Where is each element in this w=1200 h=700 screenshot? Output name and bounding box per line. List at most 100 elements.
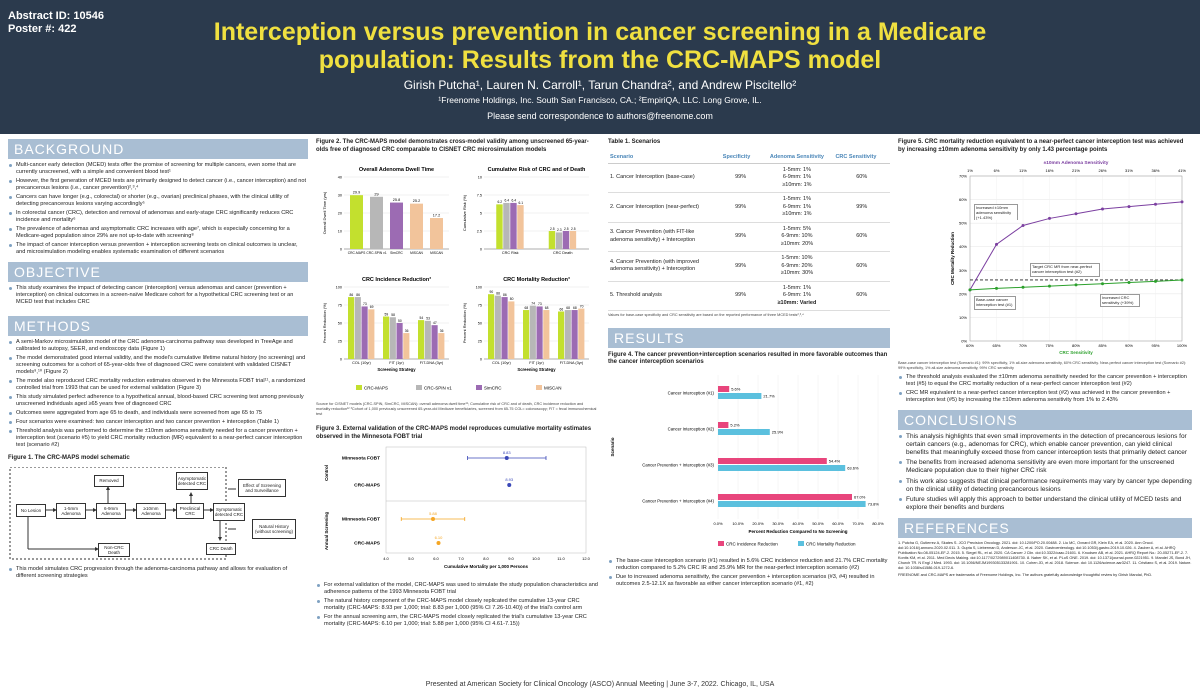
data-label: 36 bbox=[405, 329, 409, 333]
bar bbox=[503, 202, 510, 249]
adenoma-sensitivity-cell: 1-5mm: 10% 6-9mm: 20% ≥10mm: 30% bbox=[760, 251, 834, 282]
list-item: In colorectal cancer (CRC), detection an… bbox=[9, 210, 308, 224]
references-text: 1. Putcha G, Gutierrez A, Skates S. JCO … bbox=[898, 541, 1192, 571]
crc-sensitivity-cell: 60% bbox=[833, 281, 890, 311]
bar bbox=[383, 316, 390, 359]
adenoma-value: 1-5mm: 1% bbox=[782, 196, 811, 202]
bar bbox=[564, 310, 571, 359]
tick-label: 30% bbox=[959, 268, 967, 273]
tick-label: 20% bbox=[959, 291, 967, 296]
data-label: 47 bbox=[433, 321, 437, 325]
data-point bbox=[507, 483, 512, 488]
scenario-name: 5. Threshold analysis bbox=[608, 281, 721, 311]
tick-label: 9.0 bbox=[508, 556, 514, 561]
conclusions-heading: CONCLUSIONS bbox=[898, 409, 1192, 430]
background-heading: BACKGROUND bbox=[8, 139, 308, 159]
data-label: 68 bbox=[545, 306, 549, 310]
data-label: 2.5 bbox=[564, 227, 569, 231]
list-item: Outcomes were aggregated from age 65 to … bbox=[9, 410, 308, 417]
panel-ylabel: Percent Reduction (%) bbox=[462, 302, 467, 343]
box-effect-of-screening: Effect of Screening and Surveillance bbox=[238, 478, 286, 497]
data-point bbox=[1101, 207, 1104, 211]
bar bbox=[548, 231, 556, 249]
top-tick-label: 21% bbox=[1072, 168, 1080, 173]
tick-label: 40% bbox=[959, 244, 967, 249]
adenoma-value: ≥10mm: 1% bbox=[782, 181, 812, 188]
tick-label: 30 bbox=[338, 194, 342, 198]
list-item: The model also reproduced CRC mortality … bbox=[9, 378, 308, 392]
legend-swatch bbox=[798, 540, 804, 546]
category-label: COL (10yr) bbox=[352, 361, 371, 365]
tick-label: 0 bbox=[480, 358, 482, 362]
data-label: 86 bbox=[356, 293, 360, 297]
data-label: 80 bbox=[510, 297, 514, 301]
figure-4-chart: 0.0% 10.0% 20.0% 30.0% 40.0% 50.0% 60.0% 70.0% 8… bbox=[610, 374, 884, 546]
author-list: Girish Putcha¹, Lauren N. Carroll¹, Taru… bbox=[403, 78, 797, 92]
top-tick-label: 36% bbox=[1151, 168, 1159, 173]
tick-label: 85% bbox=[1098, 343, 1106, 348]
panel-ylabel: Cumulative Risk (%) bbox=[462, 194, 467, 231]
category-label: Cancer Prevention + Interception (#3) bbox=[642, 462, 714, 467]
list-item: Future studies will apply this approach … bbox=[899, 496, 1192, 512]
legend-label: CRC-SPIN v1 bbox=[424, 386, 452, 391]
adenoma-value: 6-9mm: 1% bbox=[782, 203, 811, 210]
y-axis-label: Scenario bbox=[610, 437, 615, 456]
bar bbox=[718, 392, 762, 399]
tick-label: 60% bbox=[959, 197, 967, 202]
data-label: 67.0% bbox=[854, 494, 866, 499]
category-label: MISCAN bbox=[410, 251, 423, 255]
tick-label: 95% bbox=[1151, 343, 1159, 348]
figure-2-note: Source for CISNET models (CRC-SPIN, SimC… bbox=[316, 402, 597, 416]
bar bbox=[348, 297, 355, 359]
data-label: 54.4% bbox=[829, 458, 841, 463]
tick-label: 25 bbox=[478, 340, 482, 344]
tick-label: 75 bbox=[478, 304, 482, 308]
legend-swatch bbox=[356, 385, 362, 390]
figure-5-chart: ±10mm Adenoma Sensitivity 1% 6% 11% 16% 21% 26… bbox=[950, 160, 1188, 355]
bar bbox=[718, 493, 852, 500]
bar bbox=[496, 204, 503, 249]
list-item: Multi-cancer early detection (MCED) test… bbox=[9, 162, 308, 176]
figure-2-charts: Overall Adenoma Dwell Time Overall Dwell … bbox=[322, 167, 589, 391]
figure-3-chart: Control Annual Screening Minnesota FOBT 8.8… bbox=[324, 447, 591, 569]
figure-1-schematic: Removed Asymptomatic detected CRC Effect… bbox=[8, 466, 308, 562]
adenoma-value: 6-9mm: 20% bbox=[781, 262, 813, 269]
objective-heading: OBJECTIVE bbox=[8, 262, 308, 282]
table-header: Adenoma Sensitivity bbox=[760, 150, 834, 164]
legend-swatch bbox=[718, 540, 724, 546]
bar bbox=[488, 294, 495, 359]
tick-label: 20 bbox=[338, 212, 342, 216]
data-label: 73 bbox=[538, 302, 542, 306]
scenario-name: 2. Cancer Interception (near-perfect) bbox=[608, 192, 721, 223]
table-header: Scenario bbox=[608, 150, 721, 164]
figure-3-bullets: For external validation of the model, CR… bbox=[316, 582, 598, 628]
list-item: Due to increased adenoma sensitivity, th… bbox=[609, 574, 890, 588]
data-point bbox=[436, 541, 441, 546]
tick-label: 70.0% bbox=[852, 521, 864, 526]
top-tick-label: 11% bbox=[1019, 168, 1027, 173]
tick-label: 100 bbox=[476, 286, 482, 290]
tick-label: 7.5 bbox=[477, 194, 482, 198]
category-label: CRC Death bbox=[553, 251, 572, 255]
adenoma-sensitivity-cell: 1-5mm: 1% 6-9mm: 1% ≥10mm: 1% bbox=[760, 163, 834, 193]
correspondence: Please send correspondence to authors@fr… bbox=[487, 111, 713, 121]
annotation-adenoma-sensitivity: Increased ±10mm adenoma sensitivity (+1.… bbox=[974, 204, 1018, 221]
tick-label: 2.5 bbox=[477, 230, 482, 234]
bar bbox=[396, 323, 403, 359]
data-label: 21.7% bbox=[763, 393, 775, 398]
plot-frame bbox=[969, 175, 1183, 342]
top-tick-label: 16% bbox=[1045, 168, 1053, 173]
row-label: Minnesota FOBT bbox=[342, 456, 380, 462]
category-label: COL (10yr) bbox=[492, 361, 511, 365]
figure-5-note: Base-case cancer interception test (Scen… bbox=[898, 361, 1187, 370]
data-label: 25.8 bbox=[393, 198, 400, 202]
list-item: CRC MR equivalent to a near-perfect canc… bbox=[899, 390, 1192, 404]
box-asymptomatic-crc: Asymptomatic detected CRC bbox=[176, 471, 208, 490]
tick-label: 65% bbox=[992, 343, 1000, 348]
bar bbox=[410, 203, 423, 249]
list-item: This study simulated perfect adherence t… bbox=[9, 394, 308, 408]
data-label: 8.93 bbox=[505, 477, 514, 482]
bar bbox=[718, 464, 846, 471]
top-tick-label: 41% bbox=[1178, 168, 1186, 173]
figure-5-title: Figure 5. CRC mortality reduction equiva… bbox=[898, 139, 1184, 153]
